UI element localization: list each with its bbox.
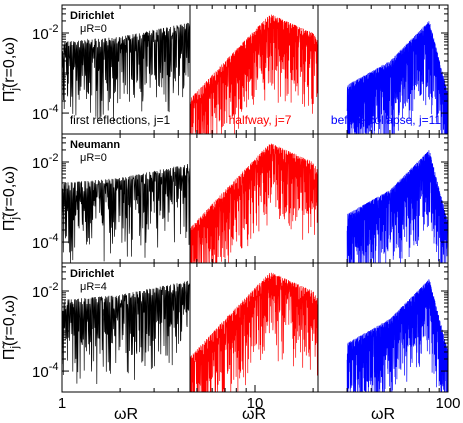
row-param-label: μR=4 [80,281,107,293]
y-tick-label: 10-4 [32,103,58,123]
x-tick-label: 100 [435,395,460,412]
panel-frame [317,262,449,393]
y-tick-label: 10-4 [32,361,58,381]
x-axis-title: ωR [242,406,266,423]
series-trace-black-row2 [62,163,190,263]
row-bc-label: Neumann [70,139,120,151]
y-axis-title: Π̃j(r=0,ω) [1,295,21,360]
series-trace-black-row3 [62,280,190,385]
row-bc-label: Dirichlet [70,268,114,280]
x-tick-label: 10 [247,395,264,412]
y-tick-label: 10-2 [32,281,58,301]
y-tick-label: 10-2 [32,152,58,172]
row-bc-label: Dirichlet [70,10,114,22]
column-label: halfway, j=7 [229,113,292,127]
y-axis-title: Π̃j(r=0,ω) [1,37,21,102]
x-axis-title: ωR [114,406,138,423]
series-trace-blue-row2 [346,150,448,263]
row-param-label: μR=0 [80,23,107,35]
series-trace-red-row3 [190,272,318,392]
y-tick-label: 10-4 [32,232,58,252]
series-trace-black-row1 [62,22,190,123]
panel-grid [61,4,449,393]
series-trace-blue-row1 [346,21,448,134]
column-label: first reflections, j=1 [70,113,171,127]
y-axis-title: Π̃j(r=0,ω) [1,166,21,231]
x-axis-title: ωR [371,406,395,423]
column-label: before collapse, j=11 [331,113,442,127]
x-tick-label: 1 [58,395,66,412]
series-trace-blue-row3 [346,279,448,392]
series-trace-red-row2 [190,143,318,263]
row-param-label: μR=0 [80,152,107,164]
series-trace-red-row1 [190,14,318,134]
y-tick-label: 10-2 [32,23,58,43]
